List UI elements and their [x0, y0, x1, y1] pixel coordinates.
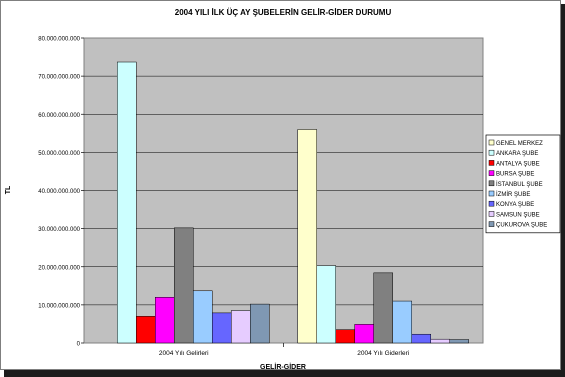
y-tick-label: 30.000.000.000 [38, 227, 80, 233]
bar-1-1 [316, 265, 336, 344]
legend-label: İZMİR ŞUBE [496, 191, 530, 198]
legend-swatch [488, 211, 495, 217]
legend-label: KONYA ŞUBE [496, 202, 534, 208]
frame-shadow-bottom [4, 370, 565, 377]
bar-0-3 [155, 297, 175, 344]
chart-title: 2004 YILI İLK ÜÇ AY ŞUBELERİN GELİR-GİDE… [175, 8, 392, 17]
y-tick-label: 20.000.000.000 [38, 265, 80, 271]
bar-1-7 [430, 338, 450, 344]
legend-label: İSTANBUL ŞUBE [496, 181, 543, 188]
bar-0-4 [174, 227, 194, 344]
legend-swatch [488, 221, 495, 227]
chart-area: 2004 YILI İLK ÜÇ AY ŞUBELERİN GELİR-GİDE… [0, 0, 561, 371]
y-tick-label: 40.000.000.000 [38, 189, 80, 195]
bars-group [117, 61, 469, 344]
bar-0-6 [212, 312, 232, 344]
y-tick-label: 10.000.000.000 [38, 303, 80, 309]
legend-box [485, 134, 561, 234]
x-tick-labels: 2004 Yılı Gelirleri 2004 Yılı Giderleri [159, 343, 409, 357]
legend: GENEL MERKEZ ANKARA ŞUBE ANTALYA ŞUBE BURSA… [485, 134, 561, 234]
bar-chart: 2004 YILI İLK ÜÇ AY ŞUBELERİN GELİR-GİDE… [5, 8, 561, 371]
legend-swatch [488, 160, 495, 166]
y-tick-label: 80.000.000.000 [38, 37, 80, 43]
legend-swatch [488, 180, 495, 187]
y-tick-label: 70.000.000.000 [38, 75, 80, 81]
bar-1-3 [354, 324, 374, 344]
bar-0-8 [250, 303, 270, 344]
bar-1-2 [335, 329, 355, 344]
legend-swatch [488, 149, 495, 156]
bar-1-4 [373, 272, 393, 344]
legend-label: ANTALYA ŞUBE [496, 161, 540, 167]
bar-0-7 [231, 310, 251, 344]
legend-swatch [488, 190, 495, 197]
legend-swatch [488, 200, 495, 207]
frame-shadow-right [561, 4, 565, 377]
y-tick-labels: 0 10.000.000.000 20.000.000.000 30.000.000.… [38, 37, 84, 348]
x-axis-label: GELİR-GİDER [260, 363, 306, 371]
legend-label: ANKARA ŞUBE [496, 151, 538, 157]
x-tick-label: 2004 Yılı Gelirleri [159, 350, 209, 357]
bar-0-1 [117, 61, 137, 344]
legend-swatch [488, 139, 495, 146]
y-tick-label: 50.000.000.000 [38, 151, 80, 157]
y-tick-label: 60.000.000.000 [38, 113, 80, 119]
bar-0-5 [193, 290, 213, 344]
x-tick-label: 2004 Yılı Giderleri [357, 350, 409, 357]
legend-swatch [488, 170, 495, 176]
bar-1-0 [297, 129, 317, 344]
y-axis-label: TL [5, 185, 12, 194]
legend-label: SAMSUN ŞUBE [496, 212, 540, 218]
bar-0-2 [136, 316, 156, 344]
bar-1-6 [411, 333, 431, 344]
bar-1-8 [449, 339, 469, 344]
gridlines [84, 75, 483, 306]
legend-label: GENEL MERKEZ [496, 141, 543, 147]
y-tick-label: 0 [77, 342, 81, 348]
bar-1-5 [392, 300, 412, 344]
legend-label: BURSA ŞUBE [496, 172, 534, 178]
legend-label: ÇUKUROVA ŞUBE [496, 223, 547, 229]
